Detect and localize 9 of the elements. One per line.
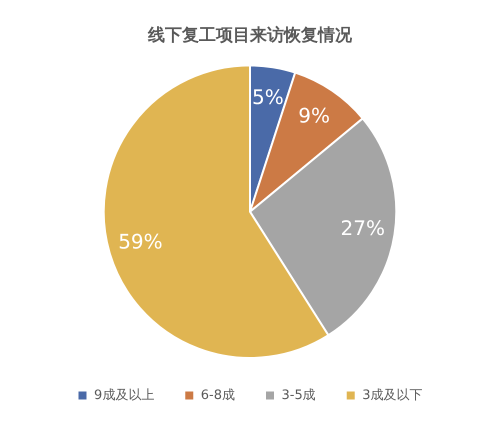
legend-label: 9成及以上 (94, 388, 154, 403)
chart-title: 线下复工项目来访恢复情况 (147, 26, 353, 46)
data-label: 9% (298, 104, 330, 128)
legend-label: 6-8成 (200, 388, 235, 403)
legend-label: 3-5成 (282, 388, 316, 403)
legend-label: 3成及以下 (362, 388, 423, 403)
data-label: 59% (118, 230, 163, 254)
data-label: 27% (340, 216, 385, 240)
data-label: 5% (252, 85, 284, 110)
